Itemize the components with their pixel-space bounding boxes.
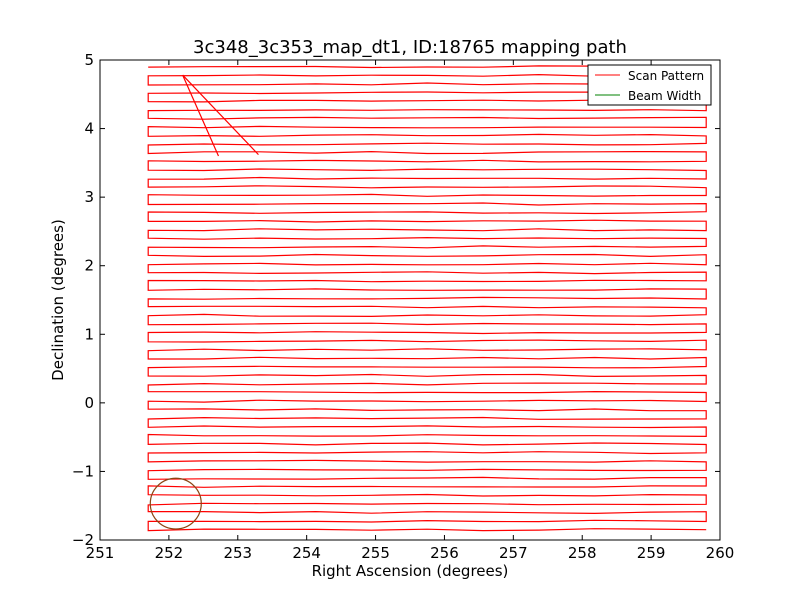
x-tick-label: 251 — [86, 544, 115, 562]
x-tick-label: 257 — [499, 544, 528, 562]
scan-pattern-series — [147, 65, 707, 532]
y-tick-label: 5 — [84, 51, 94, 69]
y-tick-label: 3 — [84, 188, 94, 206]
scan-excursion-line — [182, 74, 259, 156]
x-tick-label: 252 — [155, 544, 184, 562]
y-tick-label: 0 — [84, 394, 94, 412]
y-tick-label: 4 — [84, 120, 94, 138]
y-axis-label: Declination (degrees) — [49, 219, 67, 381]
x-tick-label: 253 — [223, 544, 252, 562]
y-tick-label: −2 — [72, 531, 94, 549]
plot-area — [99, 59, 721, 541]
legend-label-scan-pattern: Scan Pattern — [628, 69, 704, 83]
x-tick-label: 254 — [292, 544, 321, 562]
chart-title: 3c348_3c353_map_dt1, ID:18765 mapping pa… — [193, 37, 627, 58]
legend-box — [587, 64, 712, 106]
plot-frame — [99, 59, 721, 541]
y-tick-label: 1 — [84, 325, 94, 343]
beam-width-circle — [149, 477, 202, 530]
x-tick-label: 259 — [637, 544, 666, 562]
x-tick-label: 260 — [706, 544, 735, 562]
y-tick-label: −1 — [72, 462, 94, 480]
legend: Scan Pattern Beam Width — [587, 64, 712, 106]
x-tick-label: 258 — [568, 544, 597, 562]
x-tick-label: 256 — [430, 544, 459, 562]
x-axis: 251 252 253 254 255 256 257 258 259 260 — [86, 60, 735, 562]
scan-excursion-line — [182, 74, 220, 157]
plot-background — [100, 60, 720, 540]
y-tick-label: 2 — [84, 257, 94, 275]
scan-pattern-path — [147, 65, 707, 532]
x-tick-label: 255 — [361, 544, 390, 562]
legend-label-beam-width: Beam Width — [628, 89, 701, 103]
x-axis-label: Right Ascension (degrees) — [312, 562, 509, 580]
y-axis: −2 −1 0 1 2 3 4 5 — [72, 51, 720, 549]
beam-width-series — [149, 477, 202, 530]
